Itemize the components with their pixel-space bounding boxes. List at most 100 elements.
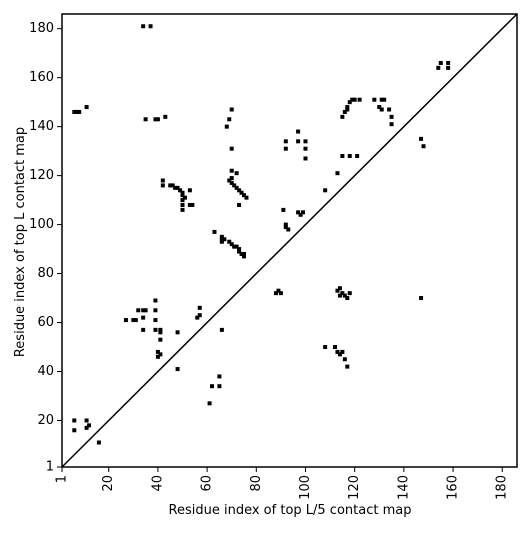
x-tick-label: 160 xyxy=(446,475,461,500)
contact xyxy=(340,114,345,119)
contact xyxy=(197,313,202,318)
contact xyxy=(283,225,288,230)
contact xyxy=(197,305,202,310)
contact xyxy=(143,117,148,122)
x-tick-label: 20 xyxy=(101,475,116,492)
contact xyxy=(175,330,180,335)
contact xyxy=(148,24,153,29)
contact xyxy=(296,210,301,215)
contact xyxy=(77,109,82,114)
contact xyxy=(141,327,146,332)
contact xyxy=(170,183,175,188)
contact xyxy=(234,244,239,249)
contact xyxy=(155,117,160,122)
contact xyxy=(333,345,337,350)
contact xyxy=(389,122,394,127)
contact xyxy=(340,291,345,296)
contact xyxy=(237,202,242,207)
contact xyxy=(136,308,141,313)
contact xyxy=(379,107,384,112)
y-tick-label: 80 xyxy=(37,266,54,281)
contact xyxy=(345,364,350,369)
contact xyxy=(96,440,101,445)
contact xyxy=(153,308,158,313)
contact xyxy=(446,65,451,70)
contact xyxy=(303,139,308,144)
contact xyxy=(301,210,306,215)
contact xyxy=(141,308,146,313)
contact xyxy=(84,418,89,423)
contact xyxy=(180,198,185,203)
contact xyxy=(141,24,146,29)
contact xyxy=(72,109,77,114)
contact xyxy=(158,352,163,357)
contact xyxy=(72,428,77,433)
contact xyxy=(187,188,192,193)
contact xyxy=(355,154,360,159)
plot-frame xyxy=(61,13,518,468)
x-tick-label: 120 xyxy=(347,475,362,500)
contact xyxy=(296,129,301,134)
contact xyxy=(229,107,234,112)
x-tick-label: 140 xyxy=(396,475,411,500)
contact xyxy=(419,296,424,301)
contact xyxy=(229,168,234,173)
contact xyxy=(160,183,165,188)
contact xyxy=(155,354,160,359)
contact xyxy=(84,425,89,430)
contact xyxy=(217,384,222,389)
contact xyxy=(340,349,345,354)
contact xyxy=(131,318,136,323)
contact xyxy=(419,136,424,141)
contact xyxy=(335,288,340,293)
contact xyxy=(155,349,160,354)
x-tick-label: 1 xyxy=(55,475,70,483)
y-tick-label: 100 xyxy=(29,217,54,232)
y-tick-label: 40 xyxy=(37,364,54,379)
contact xyxy=(337,293,342,298)
contact xyxy=(335,171,340,176)
contact xyxy=(87,423,92,428)
contact xyxy=(74,109,79,114)
contact xyxy=(219,237,224,242)
contact xyxy=(168,183,173,188)
contact xyxy=(232,183,237,188)
contact xyxy=(227,178,232,183)
contact xyxy=(337,352,342,357)
contact xyxy=(158,330,163,335)
diagonal xyxy=(61,13,518,468)
contact xyxy=(283,139,288,144)
contact xyxy=(180,193,185,198)
contact xyxy=(182,195,187,200)
contact xyxy=(337,286,342,291)
contact xyxy=(141,315,146,320)
y-tick-label: 120 xyxy=(29,168,54,183)
y-tick-label: 60 xyxy=(37,315,54,330)
contact xyxy=(278,291,283,296)
contact xyxy=(163,114,168,119)
contact xyxy=(180,190,185,195)
y-tick-label: 20 xyxy=(37,413,54,428)
y-tick-label: 160 xyxy=(29,70,54,85)
contact xyxy=(229,242,234,247)
contact xyxy=(342,357,347,362)
contact xyxy=(133,318,138,323)
x-tick-label: 40 xyxy=(150,475,165,492)
contact xyxy=(347,154,352,159)
x-tick-label: 60 xyxy=(200,475,215,492)
contact xyxy=(158,337,163,342)
contact xyxy=(273,291,278,296)
x-tick-label: 180 xyxy=(495,475,510,500)
y-tick-label: 140 xyxy=(29,119,54,134)
contact xyxy=(239,251,244,256)
contact xyxy=(357,97,362,102)
contact xyxy=(286,227,291,232)
contact xyxy=(372,97,377,102)
contact xyxy=(217,374,222,379)
contact xyxy=(237,247,242,252)
contact xyxy=(173,185,178,190)
contact xyxy=(446,60,451,65)
contact xyxy=(227,117,232,122)
contact xyxy=(323,188,328,193)
contact xyxy=(281,207,286,212)
